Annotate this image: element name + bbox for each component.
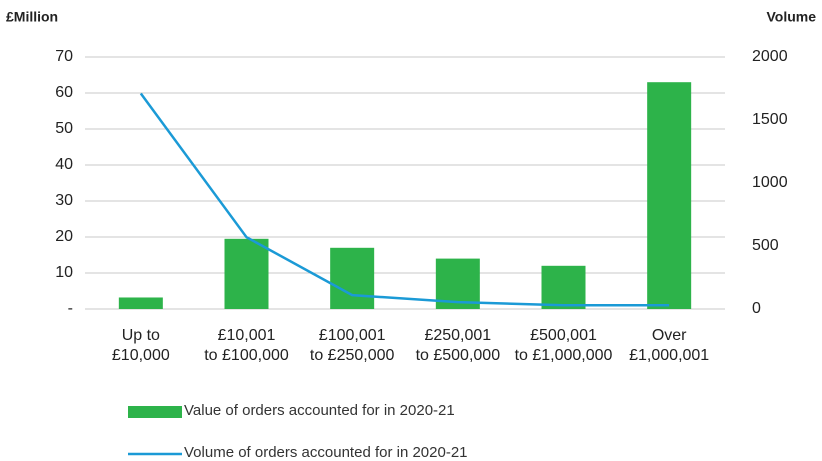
legend-swatch (128, 406, 182, 418)
x-tick-label: £10,001 (218, 327, 276, 344)
x-tick-label: to £500,000 (416, 347, 501, 364)
y2-tick-label: 1500 (752, 111, 788, 128)
x-tick-label: to £100,000 (204, 347, 289, 364)
y2-tick-label: 500 (752, 237, 779, 254)
legend-label: Value of orders accounted for in 2020-21 (184, 402, 455, 419)
x-tick-label: £1,000,001 (629, 347, 709, 364)
line (139, 92, 670, 307)
x-tick-label: £500,001 (530, 327, 597, 344)
x-tick-label: Up to (122, 327, 160, 344)
y2-tick-label: 1000 (752, 174, 788, 191)
bar (224, 238, 269, 309)
bar (330, 247, 375, 309)
x-tick-label: to £250,000 (310, 347, 395, 364)
bar (647, 82, 692, 309)
y-axis-label: £Million (6, 9, 58, 25)
x-tick-label: to £1,000,000 (515, 347, 613, 364)
x-tick-label: £10,000 (112, 347, 170, 364)
x-tick-label: Over (652, 327, 687, 344)
legend-label: Volume of orders accounted for in 2020-2… (184, 444, 468, 461)
y-tick-label: 50 (55, 120, 73, 137)
y-tick-label: 10 (55, 264, 73, 281)
y2-tick-label: 0 (752, 300, 761, 317)
y2-axis-label: Volume (766, 9, 816, 25)
bar (541, 265, 586, 309)
y-tick-label: 70 (55, 48, 73, 65)
x-tick-label: £250,001 (424, 327, 491, 344)
y-tick-label: 40 (55, 156, 73, 173)
y-tick-label: 20 (55, 228, 73, 245)
x-tick-label: £100,001 (319, 327, 386, 344)
y2-tick-label: 2000 (752, 48, 788, 65)
y-tick-label: 30 (55, 192, 73, 209)
y-tick-label: - (68, 300, 73, 317)
bar (118, 297, 163, 309)
y-tick-label: 60 (55, 84, 73, 101)
